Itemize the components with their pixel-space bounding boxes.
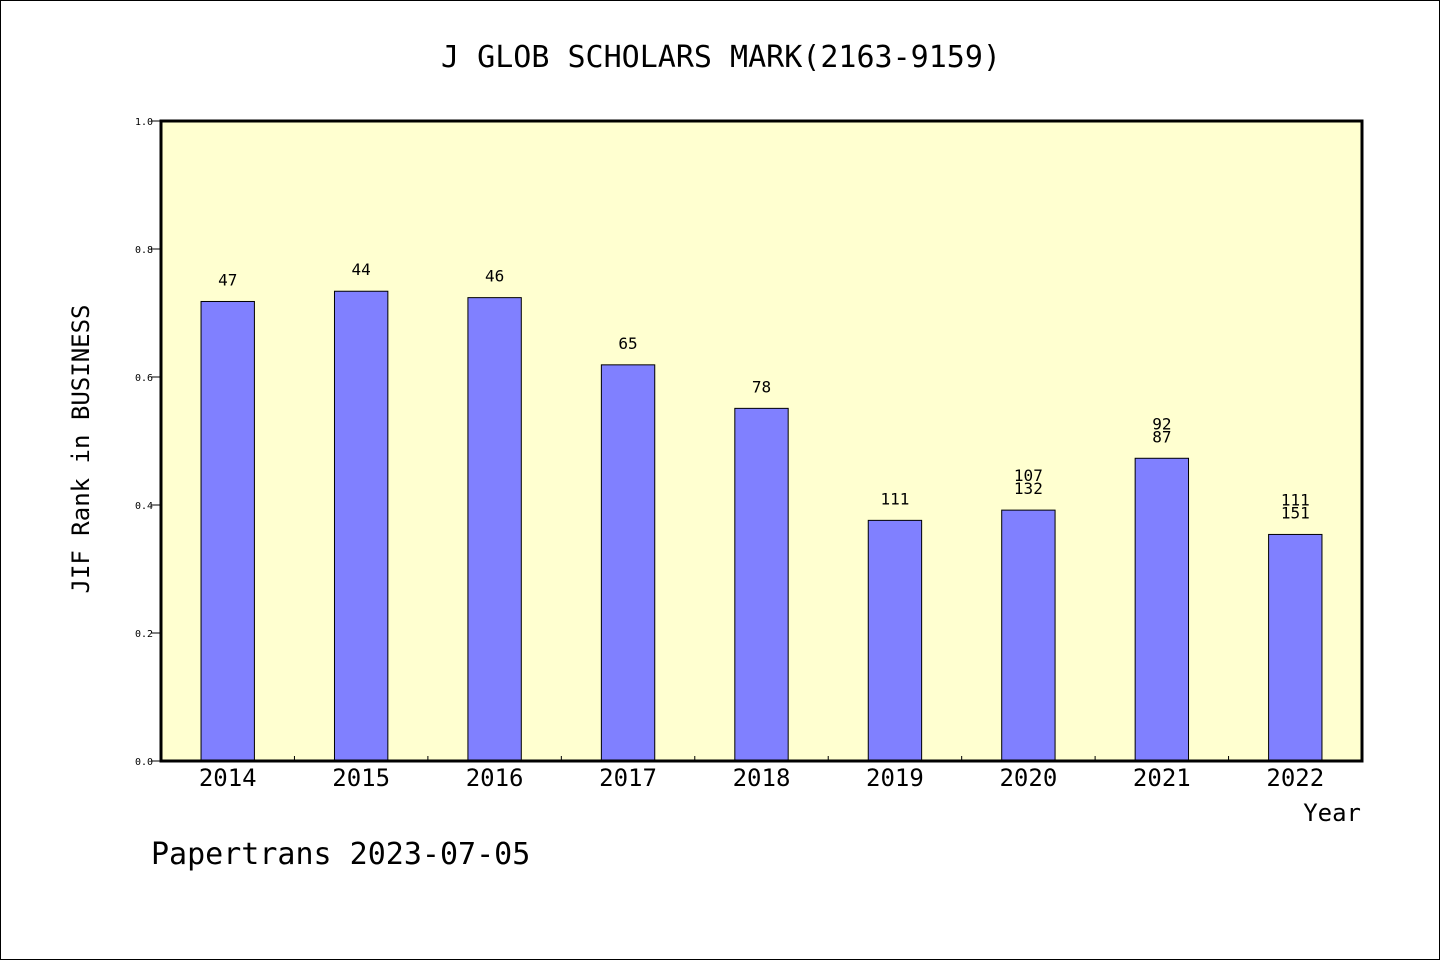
bar-value-label: 87 xyxy=(1152,427,1171,446)
x-axis-label: Year xyxy=(1303,799,1361,827)
bar-value-label: 44 xyxy=(352,260,371,279)
bar-value-label: 132 xyxy=(1014,479,1043,498)
y-tick-label: 0.2 xyxy=(135,629,153,640)
bar-value-label: 92 xyxy=(1152,414,1171,433)
bar-2019 xyxy=(867,519,923,762)
bar-2016 xyxy=(467,297,522,762)
chart-title: J GLOB SCHOLARS MARK(2163-9159) xyxy=(441,40,1001,75)
x-tick-label: 2017 xyxy=(599,764,657,792)
bar-value-label: 151 xyxy=(1281,503,1310,522)
bar-value-label: 111 xyxy=(1281,490,1310,509)
x-tick-label: 2022 xyxy=(1266,764,1324,792)
y-tick-label: 0.8 xyxy=(135,245,153,256)
bar-2021 xyxy=(1134,457,1190,762)
y-tick-label: 0.6 xyxy=(135,373,153,384)
y-tick-label: 0.4 xyxy=(135,501,153,512)
bar-value-label: 111 xyxy=(880,489,909,508)
x-tick-label: 2015 xyxy=(332,764,390,792)
bar-value-label: 47 xyxy=(218,270,237,289)
bar-2015 xyxy=(333,290,389,762)
bar-value-label: 78 xyxy=(752,377,771,396)
bar-2020 xyxy=(1001,509,1056,762)
bar-value-label: 46 xyxy=(485,267,504,286)
bar-value-label: 107 xyxy=(1014,466,1043,485)
y-axis: 0.0 0.2 0.4 0.6 0.8 1.0 xyxy=(135,117,161,768)
bar-2017 xyxy=(600,364,656,762)
x-tick-label: 2016 xyxy=(466,764,524,792)
y-axis-label: JIF Rank in BUSINESS xyxy=(67,305,95,594)
footer-note: Papertrans 2023-07-05 xyxy=(151,837,530,872)
x-axis: 2014 2015 2016 2017 2018 2019 2020 2021 2022 xyxy=(199,756,1324,792)
x-tick-label: 2014 xyxy=(199,764,257,792)
x-tick-label: 2020 xyxy=(999,764,1057,792)
plot-border xyxy=(159,119,1364,763)
bar-2018 xyxy=(734,407,789,762)
y-tick-label: 0.0 xyxy=(135,757,153,768)
y-tick-label: 1.0 xyxy=(135,117,153,128)
bar-2014 xyxy=(200,300,255,762)
x-tick-label: 2021 xyxy=(1133,764,1191,792)
bar-2022 xyxy=(1268,533,1323,762)
x-tick-label: 2018 xyxy=(733,764,791,792)
x-tick-label: 2019 xyxy=(866,764,924,792)
bar-value-label: 65 xyxy=(618,334,637,353)
